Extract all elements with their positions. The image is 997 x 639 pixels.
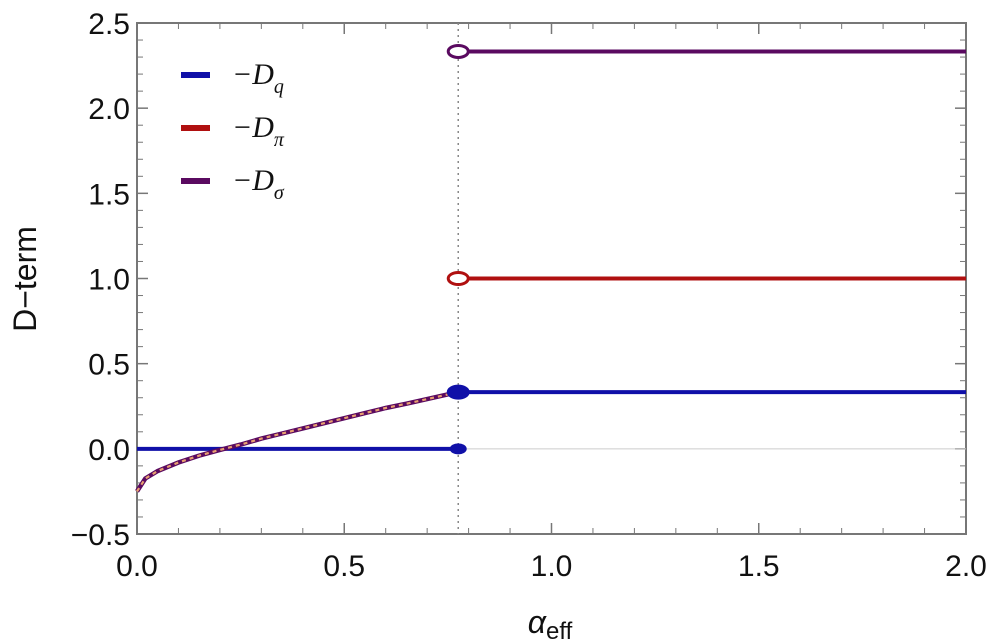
tick-labels: 0.0 0.5 1.0 1.5 2.0−0.50.00.51.01.52.02.5 — [71, 8, 987, 583]
y-tick-label: 2.5 — [88, 8, 130, 41]
y-tick-label: 2.0 — [88, 93, 130, 126]
shared-curve-base — [135, 389, 459, 493]
legend-label-0: −Dq — [232, 58, 284, 98]
legend-label-1: −Dπ — [232, 111, 285, 151]
legend: −Dq −Dπ −Dσ — [181, 58, 285, 204]
x-axis-label-main: α — [528, 604, 547, 639]
x-tick-label: 2.0 — [945, 550, 987, 583]
legend-label-sub-1: π — [274, 129, 285, 151]
legend-label-2: −Dσ — [232, 164, 285, 204]
marker-layer — [446, 43, 470, 455]
x-tick-label: 0.5 — [323, 550, 365, 583]
x-tick-label: 1.0 — [531, 550, 573, 583]
y-tick-label: 0.5 — [88, 349, 130, 382]
y-tick-label: 1.0 — [88, 264, 130, 297]
x-tick-label: 0.0 — [116, 550, 158, 583]
y-tick-label: 0.0 — [88, 434, 130, 467]
x-tick-label: 1.5 — [738, 550, 780, 583]
y-tick-label: −0.5 — [71, 519, 130, 552]
series-0-marker — [446, 384, 470, 400]
series-1-marker — [446, 271, 470, 286]
y-axis-label: D−term — [7, 226, 43, 332]
y-tick-label: 1.5 — [88, 178, 130, 211]
series-layer — [135, 49, 966, 493]
series-0-marker — [449, 443, 467, 455]
shared-curve-dash — [136, 391, 459, 492]
x-axis-label: αeff — [528, 604, 573, 639]
legend-label-sub-0: q — [274, 76, 284, 98]
legend-label-sub-2: σ — [274, 182, 285, 204]
x-axis-label-sub: eff — [546, 618, 573, 639]
series-2-marker — [446, 43, 470, 59]
